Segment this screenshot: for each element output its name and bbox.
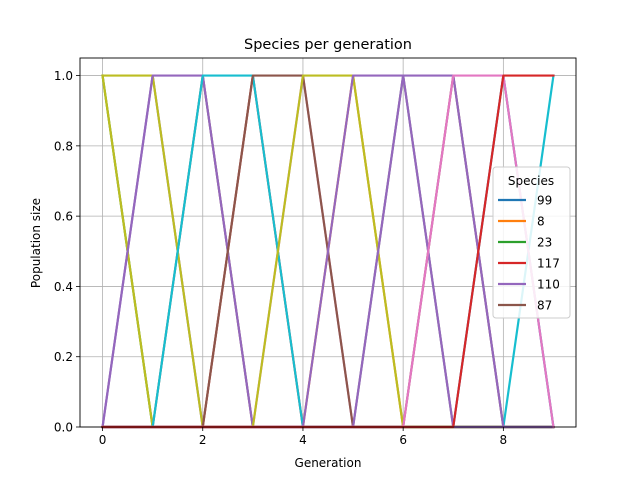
x-tick-label: 2	[199, 433, 207, 447]
chart-title: Species per generation	[244, 37, 412, 53]
legend-entries: 99 8 23 117 110 87	[498, 194, 560, 313]
y-tick-label: 0.0	[54, 421, 73, 435]
y-tick-label: 0.4	[54, 280, 73, 294]
legend-label: 87	[537, 299, 552, 313]
x-tick-label: 0	[99, 433, 107, 447]
plot-frame	[79, 57, 577, 428]
legend-label: 117	[537, 257, 560, 271]
x-tick-label: 4	[299, 433, 307, 447]
legend-title: Species	[508, 174, 554, 188]
axis-ticks: 0 2 4 6 8 0.0 0.2 0.4 0.6 0.8 1.0	[54, 69, 507, 447]
legend-label: 8	[537, 215, 545, 229]
x-axis-label: Generation	[295, 456, 362, 470]
x-tick-label: 6	[399, 433, 407, 447]
legend: Species 99 8 23 117 110 87	[492, 166, 571, 319]
y-tick-label: 0.2	[54, 350, 73, 364]
y-axis-label: Population size	[29, 198, 43, 288]
x-tick-label: 8	[500, 433, 508, 447]
legend-label: 23	[537, 236, 552, 250]
y-tick-label: 1.0	[54, 69, 73, 83]
legend-label: 110	[537, 278, 560, 292]
y-tick-label: 0.8	[54, 139, 73, 153]
legend-label: 99	[537, 194, 552, 208]
y-tick-label: 0.6	[54, 210, 73, 224]
legend-box	[492, 166, 571, 319]
